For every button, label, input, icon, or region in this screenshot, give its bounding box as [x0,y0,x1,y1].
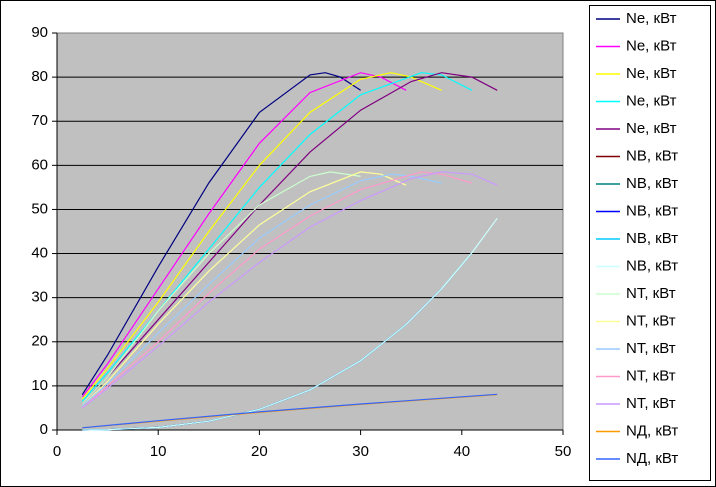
legend-label: NT, кВт [626,395,676,412]
legend [589,5,711,481]
legend-label: Ne, кВт [626,92,677,109]
y-tick-label: 50 [31,200,48,217]
legend-label: NT, кВт [626,285,676,302]
y-tick-label: 60 [31,156,48,173]
legend-label: NД, кВт [626,422,678,439]
legend-label: Ne, кВт [626,37,677,54]
legend-label: NД, кВт [626,450,678,467]
x-tick-label: 10 [150,443,167,460]
series-line [81,171,498,409]
legend-label: Ne, кВт [626,10,677,27]
x-tick-label: 40 [453,443,470,460]
legend-label: Ne, кВт [626,120,677,137]
legend-label: NB, кВт [626,257,678,274]
x-tick-label: 30 [352,443,369,460]
series-line [81,72,361,396]
legend-label: Ne, кВт [626,65,677,82]
series-line [81,72,442,400]
x-tick-label: 20 [251,443,268,460]
series-line [81,171,473,409]
series-line [82,217,498,431]
plot-area [56,32,564,431]
series-line [81,72,473,402]
y-tick-label: 10 [31,377,48,394]
legend-label: NT, кВт [626,340,676,357]
y-tick-label: 70 [31,112,48,129]
y-tick-label: 30 [31,289,48,306]
series-line [81,72,407,398]
y-tick-label: 20 [31,333,48,350]
legend-label: NB, кВт [626,202,678,219]
y-tick-label: 80 [31,68,48,85]
x-tick-label: 0 [53,443,61,460]
legend-label: NB, кВт [626,230,678,247]
y-tick-label: 0 [40,421,48,438]
y-tick-label: 40 [31,245,48,262]
legend-label: NB, кВт [626,147,678,164]
series-line [81,171,361,404]
series-line [82,393,498,429]
series-line [81,171,407,407]
y-tick-label: 90 [31,24,48,41]
legend-label: NT, кВт [626,367,676,384]
series-line [81,72,498,404]
legend-label: NT, кВт [626,312,676,329]
x-tick-label: 50 [555,443,572,460]
legend-label: NB, кВт [626,175,678,192]
series-line [81,173,442,407]
